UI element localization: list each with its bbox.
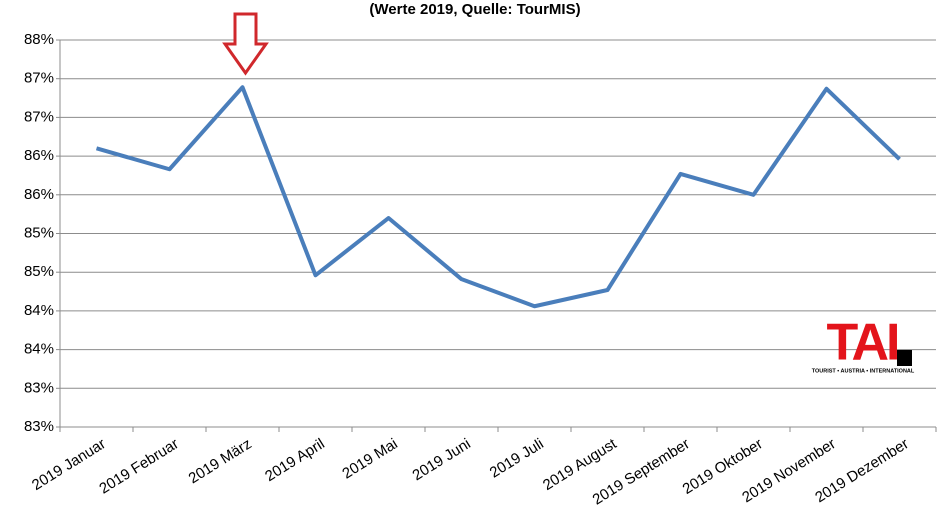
y-tick-label: 86% [24,186,54,203]
x-tick-label: 2019 Februar [96,435,181,497]
logo: TAI TOURIST • AUSTRIA • INTERNATIONAL [812,314,915,375]
x-tick-label: 2019 Juli [487,435,547,481]
y-tick-label: 86% [24,147,54,164]
y-tick-label: 85% [24,263,54,280]
logo-tagline: TOURIST • AUSTRIA • INTERNATIONAL [812,368,915,374]
arrow [222,12,269,76]
x-tick-label: 2019 April [262,435,328,485]
y-tick-label: 88% [24,31,54,48]
line [95,85,901,309]
y-tick-label: 85% [24,224,54,241]
chart-title: (Werte 2019, Quelle: TourMIS) [369,1,580,18]
logo-square [897,350,912,366]
plot: 83%83%84%84%85%85%86%86%87%87%88%2019 Ja… [24,31,937,509]
x-tick-label: 2019 Juni [410,435,474,484]
y-tick-label: 83% [24,379,54,396]
y-tick-label: 87% [24,108,54,125]
y-tick-label: 84% [24,341,54,358]
x-tick-label: 2019 März [186,435,255,487]
logo-letters: TAI [827,314,898,372]
x-tick-label: 2019 Mai [339,435,400,482]
y-tick-label: 83% [24,418,54,435]
y-tick-label: 84% [24,302,54,319]
y-tick-label: 87% [24,70,54,87]
